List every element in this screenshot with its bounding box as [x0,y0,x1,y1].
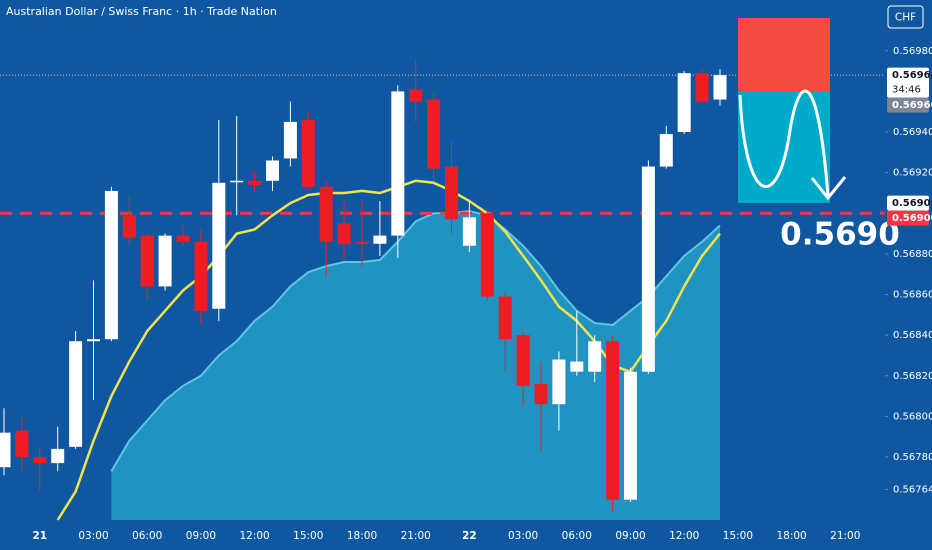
candle-body [409,89,423,102]
x-tick-label: 03:00 [78,530,108,542]
candle-body [588,341,602,372]
y-tick-label: 0.56800 [893,411,932,422]
x-tick-label: 18:00 [776,530,806,542]
arrow-head [810,176,847,201]
y-tick-label: 0.56780 [893,452,932,463]
x-tick-label: 09:00 [186,530,216,542]
trade-box [738,18,847,203]
candle-body [677,73,691,133]
candle-body [33,457,47,464]
candle-body [0,432,11,468]
chart-title: Australian Dollar / Swiss Franc · 1h · T… [6,5,277,18]
price-badge-label: 0.56968 [892,70,932,81]
currency-label[interactable]: CHF [895,12,916,24]
candle-body [266,160,279,181]
candle-body [570,361,584,372]
candle-body [15,430,29,458]
indicator-area [111,211,720,520]
candle-body [176,235,190,242]
candle-body [606,341,620,500]
x-tick-label: 09:00 [615,530,645,542]
candle-body [319,186,333,242]
x-tick-label: 06:00 [132,530,162,542]
plot-area [0,58,885,521]
candle-body [51,448,65,464]
price-badge [887,210,929,226]
x-tick-label: 15:00 [293,530,323,542]
candle-body [301,119,315,187]
candle-body [552,359,566,405]
candle-body [391,91,405,236]
x-tick-label: 21 [32,530,47,542]
candle-body [373,235,387,244]
candle-body [87,339,100,342]
candle-body [624,371,637,500]
candle-body [355,241,369,244]
x-tick-label: 06:00 [562,530,592,542]
x-tick-label: 12:00 [239,530,269,542]
candle-body [480,213,494,297]
y-tick-label: 0.56764 [893,485,932,496]
y-tick-label: 0.56940 [893,127,932,138]
x-tick-label: 12:00 [669,530,699,542]
candle-body [337,223,351,244]
candle-body [498,296,512,340]
candle-body [104,190,118,340]
candle-body [659,134,673,167]
price-badge [887,67,929,98]
price-badge [887,195,929,211]
candle-body [158,235,172,287]
price-annotation: 0.5690 [780,217,900,253]
y-tick-label: 0.56860 [893,290,932,301]
candle-body [122,215,136,238]
candle-body [516,335,530,386]
x-tick-label: 18:00 [347,530,377,542]
candle-body [69,341,83,447]
candle-body [230,180,244,183]
price-axis: 0.56980 0.56940 0.56920 0.56880 0.56860 0.568… [885,46,932,496]
candle-body [194,241,208,311]
candle-body [641,166,655,372]
projection-arrow [738,89,830,197]
target-zone [738,92,830,203]
candle-body [283,121,297,159]
currency-button[interactable] [887,5,924,29]
y-tick-label: 0.56980 [893,46,932,57]
y-tick-label: 0.56880 [893,249,932,260]
x-tick-label: 22 [462,530,477,542]
stop-zone [738,18,830,92]
candle-body [212,182,226,309]
y-tick-label: 0.56920 [893,168,932,179]
candle-body [534,383,548,405]
candle-body [248,180,262,185]
candle-body [140,235,154,287]
x-tick-label: 21:00 [830,530,860,542]
x-tick-label: 03:00 [508,530,538,542]
price-badge [887,97,929,113]
candle-body [462,217,476,246]
candle-body [445,166,458,220]
candle-body [427,99,441,169]
y-tick-label: 0.56820 [893,371,932,382]
candle-body [713,75,727,100]
countdown: 34:46 [892,85,921,96]
x-tick-label: 15:00 [723,530,753,542]
x-tick-label: 21:00 [401,530,431,542]
indicator-area-edge [110,210,721,472]
candle-body [695,73,709,102]
y-tick-label: 0.56840 [893,330,932,341]
price-badge-label: 0.56905 [892,198,932,209]
